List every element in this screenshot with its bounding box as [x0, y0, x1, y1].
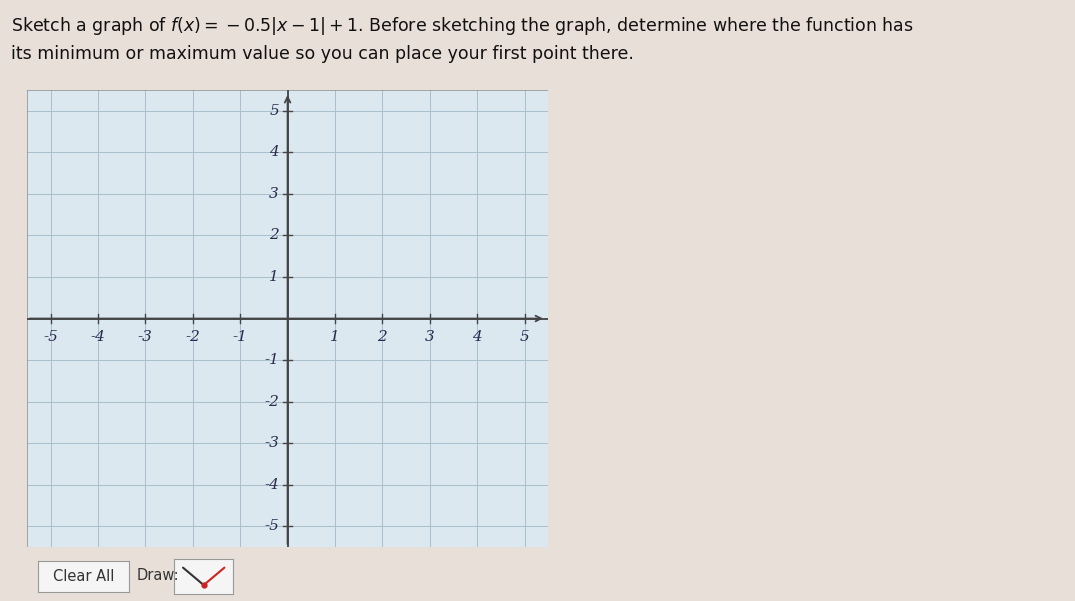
Text: 3: 3 [425, 330, 434, 344]
Text: Clear All: Clear All [53, 569, 114, 584]
Text: 3: 3 [269, 187, 280, 201]
Text: 2: 2 [269, 228, 280, 242]
Text: Draw:: Draw: [137, 569, 180, 583]
Text: 5: 5 [269, 104, 280, 118]
Text: -1: -1 [264, 353, 280, 367]
Text: its minimum or maximum value so you can place your first point there.: its minimum or maximum value so you can … [11, 45, 633, 63]
Text: 4: 4 [472, 330, 482, 344]
Text: -2: -2 [185, 330, 200, 344]
Text: 2: 2 [377, 330, 387, 344]
Text: Sketch a graph of $f(x) = -0.5|x - 1| + 1$. Before sketching the graph, determin: Sketch a graph of $f(x) = -0.5|x - 1| + … [11, 15, 914, 37]
Text: -5: -5 [43, 330, 58, 344]
Text: -4: -4 [90, 330, 105, 344]
Text: -3: -3 [138, 330, 153, 344]
Text: -5: -5 [264, 519, 280, 533]
Text: -3: -3 [264, 436, 280, 450]
Text: -4: -4 [264, 478, 280, 492]
Text: 1: 1 [269, 270, 280, 284]
Text: 1: 1 [330, 330, 340, 344]
Text: -2: -2 [264, 395, 280, 409]
Text: 5: 5 [519, 330, 529, 344]
Text: -1: -1 [232, 330, 247, 344]
Text: 4: 4 [269, 145, 280, 159]
